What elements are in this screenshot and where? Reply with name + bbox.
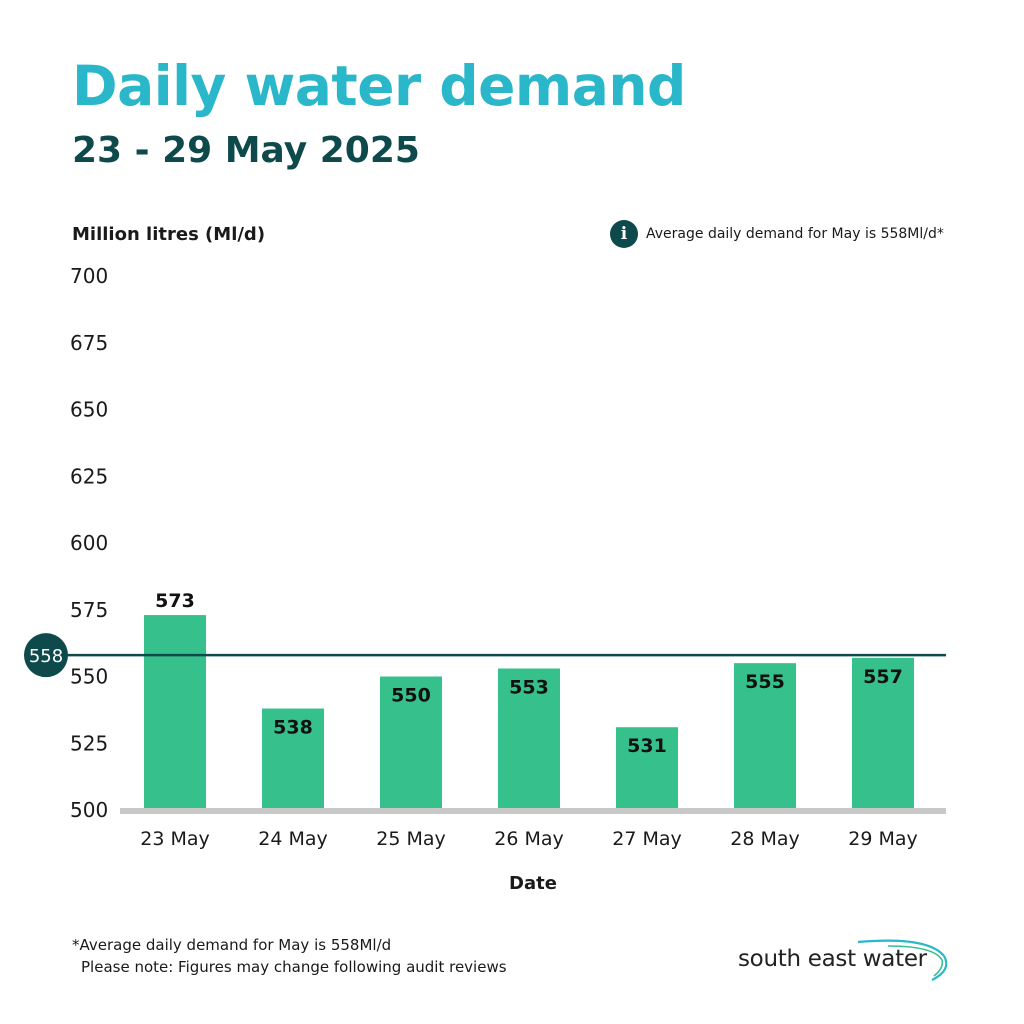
bar [852, 657, 914, 810]
footnote-average: *Average daily demand for May is 558Ml/d [72, 936, 392, 954]
y-tick-label: 650 [70, 398, 108, 422]
y-tick-label: 550 [70, 665, 108, 689]
bar [262, 708, 324, 810]
y-tick-label: 600 [70, 531, 108, 555]
brand-name: south east water [738, 946, 927, 972]
average-note: i Average daily demand for May is 558Ml/… [610, 220, 944, 248]
y-tick-label: 675 [70, 331, 108, 355]
y-tick-label: 575 [70, 598, 108, 622]
average-reference-label: 558 [29, 646, 63, 667]
x-tick-label: 25 May [376, 828, 446, 850]
bar [734, 663, 796, 810]
chart-title: Daily water demand [72, 54, 686, 118]
y-tick-label: 625 [70, 464, 108, 488]
wave-icon [857, 939, 948, 981]
y-axis-label: Million litres (Ml/d) [72, 224, 265, 245]
bar-value-label: 557 [863, 666, 903, 688]
x-tick-label: 26 May [494, 828, 564, 850]
bar-value-label: 538 [273, 717, 313, 739]
y-tick-label: 525 [70, 731, 108, 755]
bar [498, 668, 560, 810]
x-axis-line [120, 808, 946, 814]
info-icon: i [610, 220, 638, 248]
chart-subtitle: 23 - 29 May 2025 [72, 130, 420, 171]
y-tick-label: 500 [70, 798, 108, 822]
bar [380, 676, 442, 810]
brand-logo: south east water [738, 938, 958, 988]
x-tick-label: 24 May [258, 828, 328, 850]
bar-value-label: 555 [745, 671, 785, 693]
x-axis-label: Date [509, 873, 557, 894]
bar-chart: Million litres (Ml/d) 500 525 550 575 600 625 6… [24, 224, 946, 894]
x-tick-label: 28 May [730, 828, 800, 850]
footnote-audit: Please note: Figures may change followin… [81, 958, 507, 976]
y-tick-label: 700 [70, 264, 108, 288]
bar-value-label: 573 [155, 590, 195, 612]
x-tick-label: 29 May [848, 828, 918, 850]
bar-value-label: 550 [391, 685, 431, 707]
average-reference-marker [24, 633, 68, 678]
average-note-text: Average daily demand for May is 558Ml/d* [646, 226, 944, 242]
bar-value-label: 531 [627, 735, 667, 757]
bar-value-label: 553 [509, 676, 549, 698]
x-tick-label: 23 May [140, 828, 210, 850]
x-tick-label: 27 May [612, 828, 682, 850]
footnote: *Average daily demand for May is 558Ml/d… [72, 934, 507, 978]
bar [144, 615, 206, 810]
bar [616, 727, 678, 810]
